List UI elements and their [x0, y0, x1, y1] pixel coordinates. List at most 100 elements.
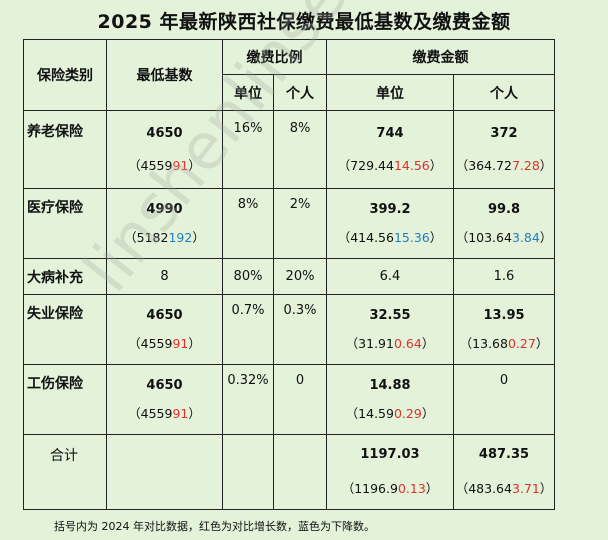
- table-row: 合计 1197.03 （1196.90.13） 487.35 （483.643.…: [23, 434, 555, 510]
- unit-amount: 1197.03: [360, 447, 420, 462]
- base-delta: 91: [172, 157, 189, 173]
- base-prev: 4559: [140, 157, 173, 173]
- unit-amount-prev: 729.44: [350, 157, 394, 173]
- unit-amount-delta: 0.13: [397, 481, 426, 496]
- personal-amount: 372: [490, 125, 518, 141]
- unit-amount-cell: 399.2 （414.5615.36）: [326, 188, 454, 259]
- unit-rate: 8%: [222, 188, 274, 259]
- header-category: 保险类别: [23, 39, 107, 111]
- personal-rate: 8%: [273, 110, 327, 189]
- base-prev: 4559: [140, 335, 173, 351]
- personal-amount-compare: （103.643.84）: [455, 229, 553, 245]
- personal-amount-prev: 13.68: [472, 335, 508, 351]
- base-cell: 4650 （455991）: [106, 110, 223, 189]
- header-ratio-unit: 单位: [222, 74, 274, 111]
- base-cell: 4650 （455991）: [106, 294, 223, 365]
- insurance-table: 保险类别 最低基数 缴费比例 缴费金额 单位 个人 单位 个人 养老保险 465…: [23, 39, 555, 510]
- unit-amount-compare: （729.4414.56）: [337, 157, 443, 173]
- header-ratio: 缴费比例: [222, 39, 327, 75]
- unit-amount-cell: 1197.03 （1196.90.13）: [326, 434, 454, 510]
- table-row: 医疗保险 4990 （5182192） 8% 2% 399.2 （414.561…: [23, 188, 555, 259]
- page-title: 2025 年最新陕西社保缴费最低基数及缴费金额: [97, 11, 511, 33]
- unit-amount-compare: （1196.90.13）: [341, 481, 439, 496]
- empty-cell: [222, 434, 274, 510]
- unit-amount-delta: 15.36: [393, 229, 430, 245]
- personal-amount-compare: （364.727.28）: [455, 157, 553, 173]
- unit-amount-compare: （14.590.29）: [345, 405, 435, 421]
- unit-amount-prev: 414.56: [350, 229, 394, 245]
- category-cell: 大病补充: [23, 258, 107, 295]
- personal-amount-prev: 364.72: [468, 157, 512, 173]
- unit-amount: 14.88: [369, 377, 411, 393]
- base-prev: 5182: [136, 229, 169, 245]
- personal-amount-compare: （13.680.27）: [459, 335, 549, 351]
- category-cell: 医疗保险: [23, 188, 107, 259]
- personal-rate: 0: [273, 364, 327, 435]
- base-delta: 91: [172, 335, 189, 351]
- empty-cell: [273, 434, 327, 510]
- header-min-base: 最低基数: [106, 39, 223, 111]
- base-prev: 4559: [140, 405, 173, 421]
- base-delta: 91: [172, 405, 189, 421]
- personal-amount-cell: 99.8 （103.643.84）: [453, 188, 555, 259]
- unit-amount-delta: 0.64: [393, 335, 422, 351]
- personal-amount: 1.6: [453, 258, 555, 295]
- base-compare: （5182192）: [124, 229, 205, 245]
- personal-amount-prev: 103.64: [468, 229, 512, 245]
- unit-amount-cell: 32.55 （31.910.64）: [326, 294, 454, 365]
- base-value: 4650: [146, 125, 183, 141]
- category-cell: 工伤保险: [23, 364, 107, 435]
- unit-amount: 32.55: [369, 307, 411, 323]
- header-ratio-personal: 个人: [273, 74, 327, 111]
- personal-amount: 13.95: [483, 307, 525, 323]
- personal-rate: 2%: [273, 188, 327, 259]
- personal-amount-cell: 13.95 （13.680.27）: [453, 294, 555, 365]
- unit-amount-compare: （31.910.64）: [345, 335, 435, 351]
- base-value: 8: [106, 258, 223, 295]
- category-cell: 失业保险: [23, 294, 107, 365]
- personal-amount-cell: 372 （364.727.28）: [453, 110, 555, 189]
- base-value: 4990: [146, 201, 183, 217]
- unit-amount: 744: [376, 125, 404, 141]
- unit-amount-cell: 744 （729.4414.56）: [326, 110, 454, 189]
- base-cell: 4650 （455991）: [106, 364, 223, 435]
- personal-amount-delta: 3.84: [511, 229, 540, 245]
- unit-amount-delta: 0.29: [393, 405, 422, 421]
- base-value: 4650: [146, 377, 183, 393]
- unit-rate: 0.7%: [222, 294, 274, 365]
- table-row: 工伤保险 4650 （455991） 0.32% 0 14.88 （14.590…: [23, 364, 555, 435]
- unit-amount-delta: 14.56: [393, 157, 430, 173]
- footnote: 括号内为 2024 年对比数据，红色为对比增长数，蓝色为下降数。: [54, 520, 375, 533]
- personal-amount-delta: 0.27: [507, 335, 536, 351]
- unit-rate: 80%: [222, 258, 274, 295]
- base-value: 4650: [146, 307, 183, 323]
- personal-amount-delta: 3.71: [511, 481, 540, 496]
- unit-amount-prev: 14.59: [358, 405, 394, 421]
- personal-rate: 20%: [273, 258, 327, 295]
- base-cell: 4990 （5182192）: [106, 188, 223, 259]
- table-row: 养老保险 4650 （455991） 16% 8% 744 （729.4414.…: [23, 110, 555, 189]
- unit-amount-compare: （414.5615.36）: [337, 229, 443, 245]
- personal-rate: 0.3%: [273, 294, 327, 365]
- personal-amount-delta: 7.28: [511, 157, 540, 173]
- base-delta: 192: [168, 229, 193, 245]
- personal-amount: 487.35: [478, 447, 530, 462]
- personal-amount-cell: 487.35 （483.643.71）: [453, 434, 555, 510]
- personal-amount-prev: 483.64: [468, 481, 512, 496]
- header-amount: 缴费金额: [326, 39, 555, 75]
- unit-rate: 0.32%: [222, 364, 274, 435]
- personal-amount: 0: [453, 364, 555, 435]
- table-row: 大病补充 8 80% 20% 6.4 1.6: [23, 258, 555, 295]
- unit-amount: 399.2: [369, 201, 411, 217]
- empty-cell: [106, 434, 223, 510]
- base-compare: （455991）: [128, 405, 201, 421]
- personal-amount: 99.8: [487, 201, 521, 217]
- base-compare: （455991）: [128, 157, 201, 173]
- header-amount-unit: 单位: [326, 74, 454, 111]
- unit-rate: 16%: [222, 110, 274, 189]
- personal-amount-compare: （483.643.71）: [455, 481, 553, 496]
- base-compare: （455991）: [128, 335, 201, 351]
- header-amount-personal: 个人: [453, 74, 555, 111]
- table-row: 失业保险 4650 （455991） 0.7% 0.3% 32.55 （31.9…: [23, 294, 555, 365]
- category-cell: 合计: [23, 434, 107, 510]
